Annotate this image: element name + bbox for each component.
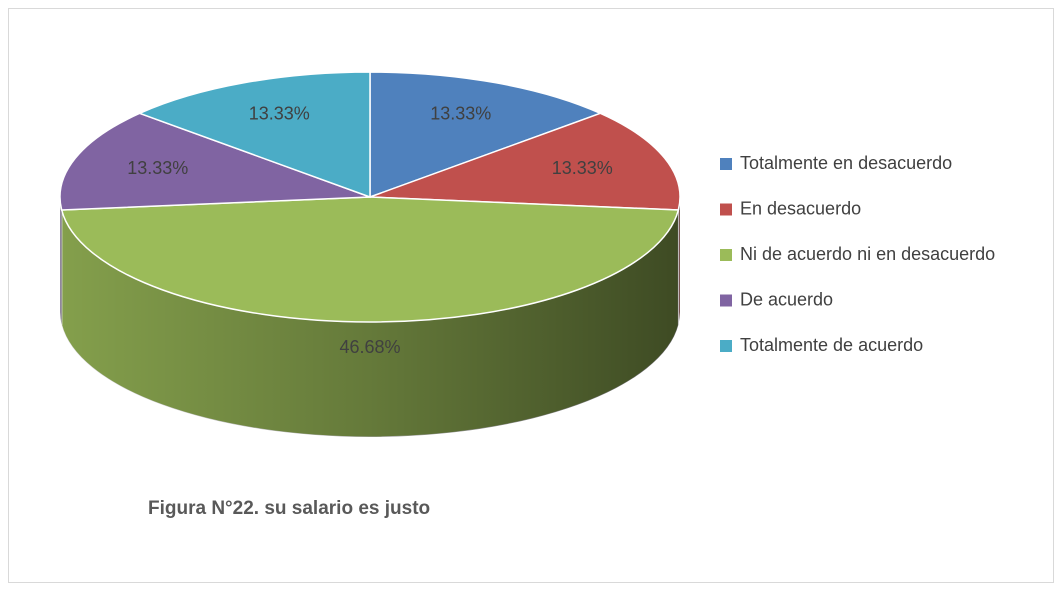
- legend-label: Ni de acuerdo ni en desacuerdo: [740, 244, 995, 264]
- legend-swatch: [720, 158, 732, 170]
- legend-label: De acuerdo: [740, 289, 833, 309]
- legend-label: Totalmente en desacuerdo: [740, 153, 952, 173]
- legend-swatch: [720, 249, 732, 261]
- data-label: 13.33%: [430, 104, 491, 124]
- slice: [60, 196, 680, 323]
- data-label: 46.68%: [339, 337, 400, 357]
- slice: [59, 112, 371, 211]
- legend: Totalmente en desacuerdo En desacuerdo Ni …: [720, 153, 995, 355]
- slice: [369, 112, 681, 211]
- data-label: 13.33%: [127, 158, 188, 178]
- slice-side-shade: [61, 210, 679, 437]
- legend-swatch: [720, 340, 732, 352]
- slice: [369, 71, 603, 199]
- slice-side-shade: [60, 197, 62, 326]
- data-label: 13.33%: [249, 104, 310, 124]
- chart-title: Figura N°22. su salario es justo: [148, 498, 430, 519]
- slice: [137, 71, 371, 199]
- legend-swatch: [720, 294, 732, 307]
- legend-label: Totalmente de acuerdo: [740, 335, 923, 355]
- pie: 13.33% 13.33% 46.68% 13.33% 13.33%: [59, 71, 681, 438]
- legend-swatch: [720, 203, 732, 216]
- legend-label: En desacuerdo: [740, 198, 861, 218]
- data-label: 13.33%: [552, 158, 613, 178]
